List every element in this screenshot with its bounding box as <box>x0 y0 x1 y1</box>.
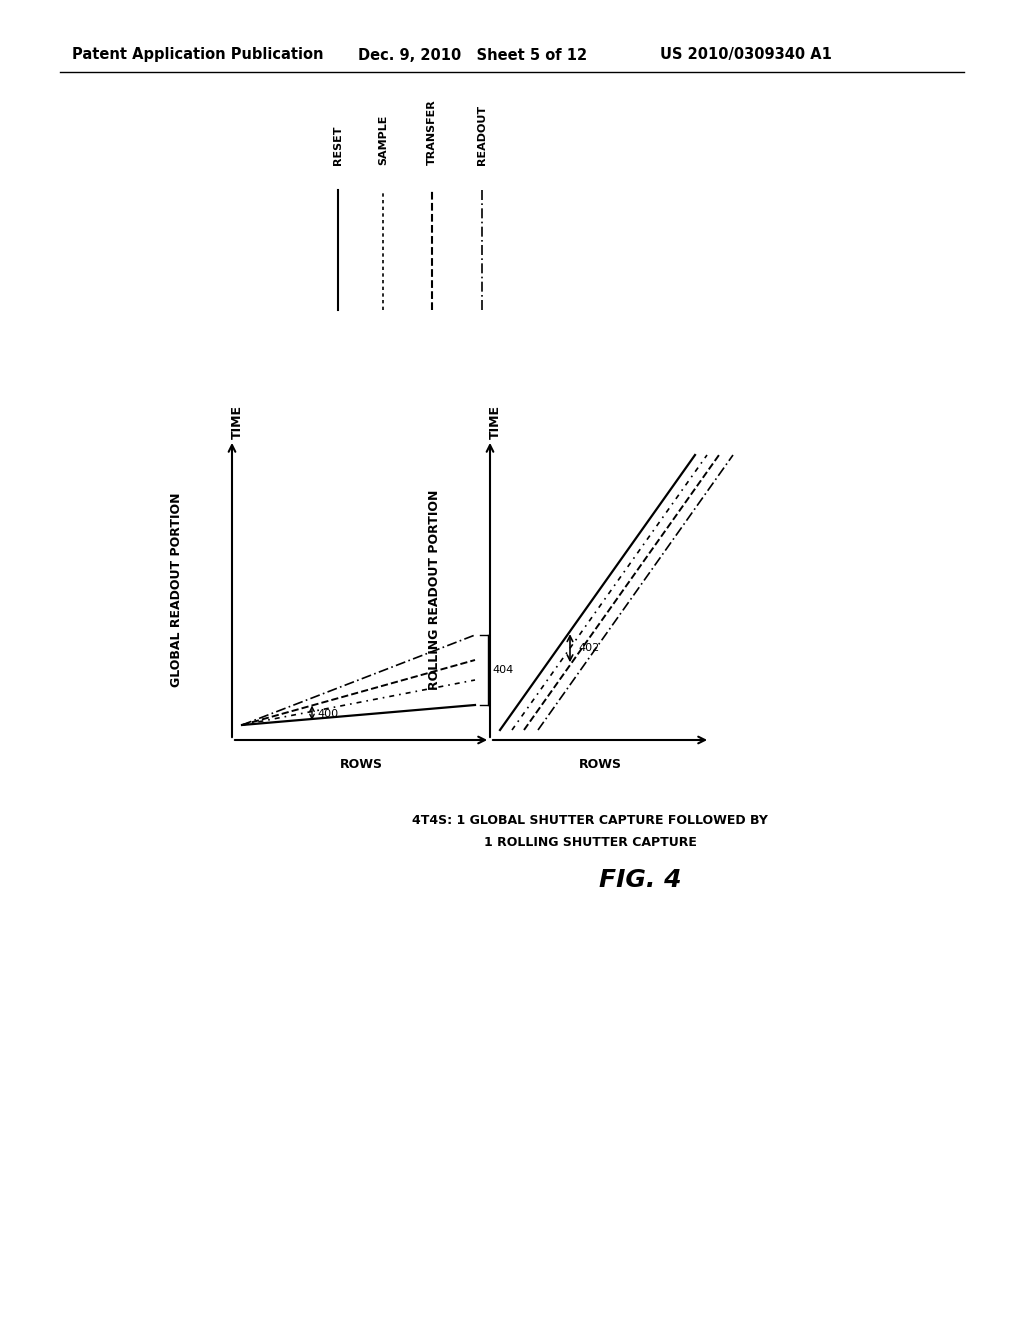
Text: TRANSFER: TRANSFER <box>427 99 437 165</box>
Text: RESET: RESET <box>333 125 343 165</box>
Text: 404: 404 <box>492 665 513 675</box>
Text: ROWS: ROWS <box>340 759 383 771</box>
Text: FIG. 4: FIG. 4 <box>599 869 681 892</box>
Text: Dec. 9, 2010   Sheet 5 of 12: Dec. 9, 2010 Sheet 5 of 12 <box>358 48 587 62</box>
Text: 1 ROLLING SHUTTER CAPTURE: 1 ROLLING SHUTTER CAPTURE <box>483 836 696 849</box>
Text: US 2010/0309340 A1: US 2010/0309340 A1 <box>660 48 831 62</box>
Text: 400: 400 <box>317 709 338 719</box>
Text: TIME: TIME <box>230 405 244 440</box>
Text: SAMPLE: SAMPLE <box>378 115 388 165</box>
Text: 4T4S: 1 GLOBAL SHUTTER CAPTURE FOLLOWED BY: 4T4S: 1 GLOBAL SHUTTER CAPTURE FOLLOWED … <box>412 813 768 826</box>
Text: 402: 402 <box>578 643 599 653</box>
Text: TIME: TIME <box>488 405 502 440</box>
Text: GLOBAL READOUT PORTION: GLOBAL READOUT PORTION <box>171 492 183 688</box>
Text: ROWS: ROWS <box>579 759 622 771</box>
Text: READOUT: READOUT <box>477 104 487 165</box>
Text: Patent Application Publication: Patent Application Publication <box>72 48 324 62</box>
Text: ROLLING READOUT PORTION: ROLLING READOUT PORTION <box>428 490 441 690</box>
